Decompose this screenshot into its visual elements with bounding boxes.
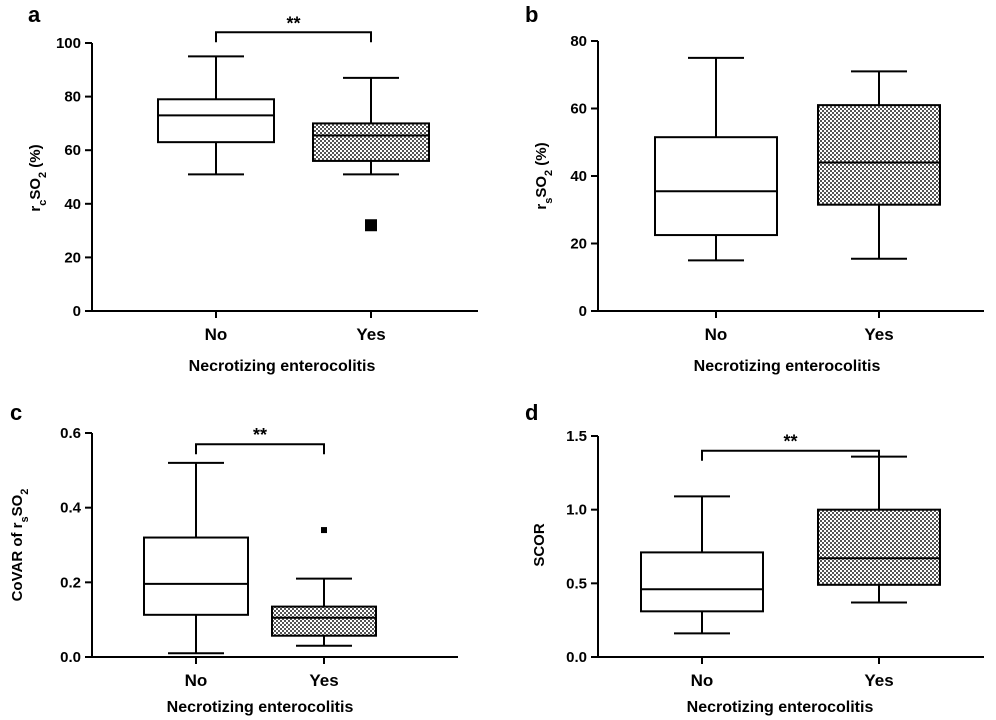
outlier-point-a [365, 219, 377, 232]
significance-bracket-d [701, 449, 880, 461]
y-tick-label-a: 40 [64, 196, 81, 213]
panel-d: d SCOR Necrotizing enterocolitis 0.0 0.5 1… [525, 400, 984, 716]
box-c-0 [143, 536, 249, 616]
panel-letter-b: b [525, 2, 538, 27]
box-c-1 [271, 605, 377, 637]
category-label-a: No [205, 325, 228, 344]
y-tick-label-d: 1.5 [566, 428, 587, 445]
panel-a: a rcSO2 (%) Necrotizing enterocolitis 0 2… [27, 2, 478, 375]
y-tick-label-b: 20 [570, 236, 587, 253]
box-d-1 [817, 508, 941, 586]
box-b-1 [817, 104, 941, 206]
category-label-b: Yes [864, 325, 893, 344]
x-axis-label-d: Necrotizing enterocolitis [687, 699, 874, 716]
significance-label-c: ** [253, 425, 267, 445]
y-tick-label-d: 1.0 [566, 502, 587, 519]
y-tick-label-c: 0.0 [60, 649, 81, 666]
y-tick-label-b: 40 [570, 168, 587, 185]
panel-letter-d: d [525, 400, 538, 425]
y-tick-label-a: 20 [64, 249, 81, 266]
category-label-d: Yes [864, 671, 893, 690]
y-tick-label-b: 0 [579, 303, 587, 320]
y-tick-label-d: 0.5 [566, 575, 587, 592]
category-label-d: No [691, 671, 714, 690]
y-axis-label-a: rcSO2 (%) [27, 144, 49, 211]
y-tick-label-c: 0.4 [60, 500, 82, 517]
outlier-point-c [321, 527, 327, 534]
significance-bracket-a [215, 31, 372, 43]
category-label-c: Yes [309, 671, 338, 690]
box-b-0 [654, 136, 778, 237]
y-tick-label-b: 60 [570, 101, 587, 118]
panel-c: c CoVAR of rsSO2 Necrotizing enterocolit… [9, 400, 458, 716]
significance-label-d: ** [783, 432, 797, 452]
panel-letter-a: a [28, 2, 41, 27]
category-label-a: Yes [356, 325, 385, 344]
y-tick-label-c: 0.2 [60, 574, 81, 591]
x-axis-label-c: Necrotizing enterocolitis [167, 699, 354, 716]
x-axis-label-b: Necrotizing enterocolitis [694, 358, 881, 375]
panel-b: b rsSO2 (%) Necrotizing enterocolitis 0 2… [525, 2, 984, 375]
y-tick-label-c: 0.6 [60, 425, 81, 442]
y-tick-label-a: 80 [64, 89, 81, 106]
y-tick-label-a: 0 [73, 303, 81, 320]
significance-bracket-c [195, 443, 325, 455]
box-a-1 [312, 122, 430, 162]
y-tick-label-a: 60 [64, 142, 81, 159]
box-a-0 [157, 98, 275, 144]
y-tick-label-d: 0.0 [566, 649, 587, 666]
y-tick-label-a: 100 [56, 35, 81, 52]
x-axis-label-a: Necrotizing enterocolitis [189, 358, 376, 375]
category-label-b: No [705, 325, 728, 344]
y-axis-label-b: rsSO2 (%) [533, 142, 555, 209]
box-d-0 [640, 551, 764, 613]
category-label-c: No [185, 671, 208, 690]
y-axis-label-c: CoVAR of rsSO2 [9, 489, 31, 602]
y-tick-label-b: 80 [570, 33, 587, 50]
significance-label-a: ** [286, 13, 300, 33]
y-axis-label-d: SCOR [531, 523, 548, 567]
panel-letter-c: c [10, 400, 22, 425]
